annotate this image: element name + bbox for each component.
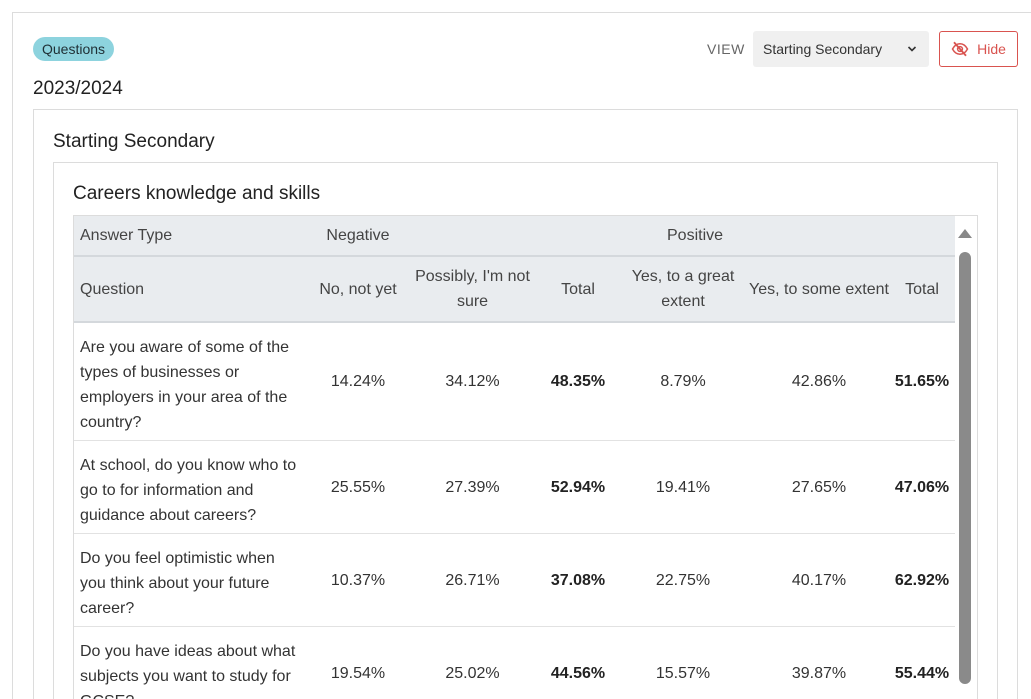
some-extent-cell: 40.17% (749, 533, 889, 627)
negative-total-cell: 48.35% (539, 322, 617, 441)
no-not-yet-cell: 25.55% (310, 440, 406, 534)
possibly-cell: 26.71% (406, 533, 539, 627)
some-extent-column-header: Yes, to some extent (749, 256, 889, 323)
section-title: Starting Secondary (53, 131, 215, 152)
some-extent-cell: 39.87% (749, 626, 889, 699)
positive-total-cell: 62.92% (889, 533, 955, 627)
great-extent-cell: 19.41% (617, 440, 749, 534)
no-not-yet-cell: 19.54% (310, 626, 406, 699)
questions-badge: Questions (33, 37, 115, 61)
column-header-row: Question No, not yet Possibly, I'm not s… (74, 256, 955, 323)
no-not-yet-column-header: No, not yet (310, 256, 406, 323)
great-extent-column-header: Yes, to a great extent (617, 256, 749, 323)
chevron-down-icon (907, 46, 917, 52)
positive-total-cell: 51.65% (889, 322, 955, 441)
hide-button[interactable]: Hide (939, 31, 1018, 67)
question-cell: Are you aware of some of the types of bu… (74, 322, 310, 441)
possibly-cell: 27.39% (406, 440, 539, 534)
answer-type-header: Answer Type (74, 216, 310, 257)
question-cell: At school, do you know who to go to for … (74, 440, 310, 534)
view-select[interactable]: Starting Secondary (753, 31, 929, 67)
table-row: Are you aware of some of the types of bu… (74, 322, 955, 441)
negative-total-cell: 37.08% (539, 533, 617, 627)
view-select-value: Starting Secondary (763, 41, 883, 57)
question-cell: Do you have ideas about what subjects yo… (74, 626, 310, 699)
table-row: At school, do you know who to go to for … (74, 440, 955, 534)
no-not-yet-cell: 14.24% (310, 322, 406, 441)
positive-group-header: Positive (617, 216, 889, 257)
possibly-column-header: Possibly, I'm not sure (406, 256, 539, 323)
table-row: Do you have ideas about what subjects yo… (74, 626, 955, 699)
year-heading: 2023/2024 (33, 78, 123, 99)
some-extent-cell: 27.65% (749, 440, 889, 534)
some-extent-cell: 42.86% (749, 322, 889, 441)
great-extent-cell: 8.79% (617, 322, 749, 441)
scroll-up-arrow-icon[interactable] (958, 229, 972, 238)
negative-total-cell: 44.56% (539, 626, 617, 699)
eye-slash-icon (951, 41, 969, 57)
panel-box (53, 162, 998, 699)
view-label: VIEW (707, 41, 745, 57)
scrollbar-thumb[interactable] (959, 252, 971, 684)
possibly-cell: 34.12% (406, 322, 539, 441)
possibly-cell: 25.02% (406, 626, 539, 699)
negative-total-column-header: Total (539, 256, 617, 323)
no-not-yet-cell: 10.37% (310, 533, 406, 627)
panel-title: Careers knowledge and skills (73, 183, 321, 204)
positive-total-cell: 47.06% (889, 440, 955, 534)
positive-total-column-header: Total (889, 256, 955, 323)
question-cell: Do you feel optimistic when you think ab… (74, 533, 310, 627)
table-row: Do you feel optimistic when you think ab… (74, 533, 955, 627)
results-table-container[interactable]: Answer Type Negative Positive Question N… (73, 215, 978, 699)
negative-total-cell: 52.94% (539, 440, 617, 534)
positive-total-cell: 55.44% (889, 626, 955, 699)
great-extent-cell: 15.57% (617, 626, 749, 699)
question-column-header: Question (74, 256, 310, 323)
section-box (33, 109, 1018, 699)
results-table: Answer Type Negative Positive Question N… (74, 216, 955, 699)
group-header-row: Answer Type Negative Positive (74, 216, 955, 257)
great-extent-cell: 22.75% (617, 533, 749, 627)
negative-group-header: Negative (310, 216, 406, 257)
hide-button-label: Hide (977, 41, 1006, 57)
